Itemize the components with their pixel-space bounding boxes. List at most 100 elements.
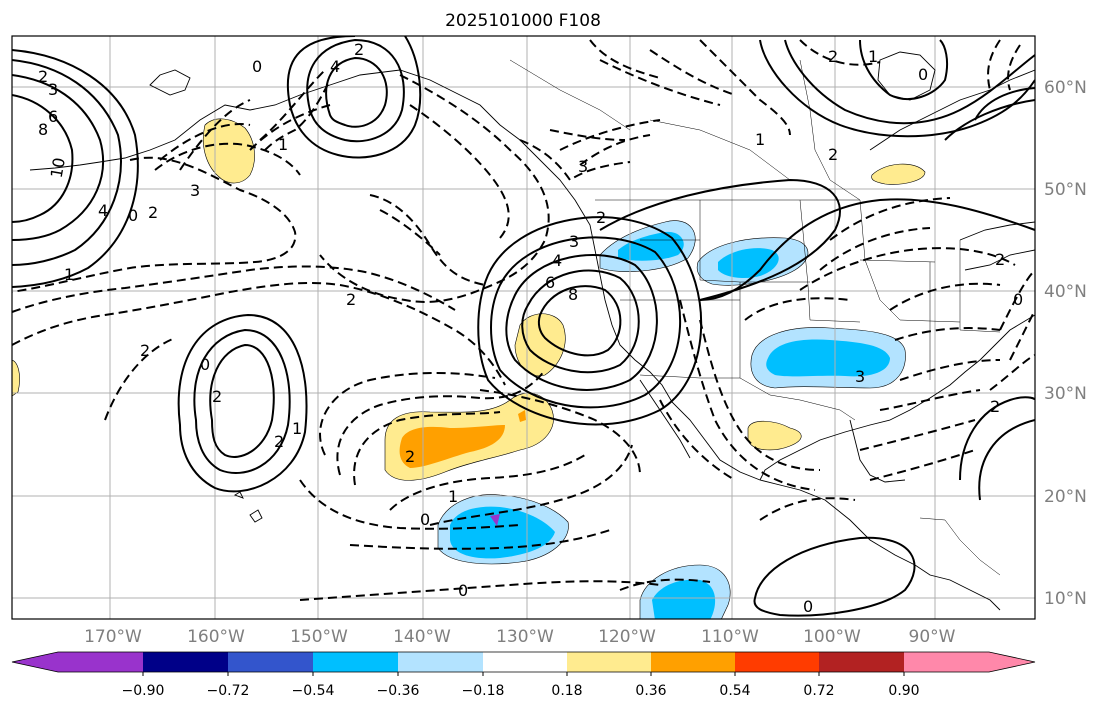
contour-label: 2 xyxy=(346,290,356,309)
contour-label: 2 xyxy=(38,67,48,86)
contour-label: 2 xyxy=(596,208,606,227)
colorbar-tick-label: 0.54 xyxy=(719,683,750,699)
contour-label: 4 xyxy=(98,201,108,220)
colorbar-swatch xyxy=(58,652,143,672)
colorbar: −0.90 −0.72 −0.54 −0.36 −0.18 0.18 0.36 … xyxy=(11,651,1036,699)
lon-label-110w: 110°W xyxy=(701,627,759,647)
colorbar-tick-label: −0.36 xyxy=(377,683,420,699)
lon-label-100w: 100°W xyxy=(803,627,861,647)
contour-label: 4 xyxy=(552,251,562,270)
blue-region-rockies xyxy=(718,248,779,278)
contour-label: 0 xyxy=(803,597,813,616)
lon-label-120w: 120°W xyxy=(598,627,656,647)
colorbar-tick-label: −0.90 xyxy=(122,683,165,699)
lon-label-130w: 130°W xyxy=(496,627,554,647)
map-panel: 2 3 6 8 10 4 0 2 3 0 2 1 1 2 3 4 6 8 2 3… xyxy=(12,36,1035,619)
contour-label: 1 xyxy=(755,130,765,149)
contour-label: 3 xyxy=(855,367,865,386)
colorbar-tick-label: −0.72 xyxy=(207,683,250,699)
contour-label: 3 xyxy=(190,181,200,200)
contour-label: 1 xyxy=(292,419,302,438)
latitude-labels: 60°N 50°N 40°N 30°N 20°N 10°N xyxy=(1044,78,1087,609)
shaded-regions xyxy=(12,118,926,619)
contour-label: 0 xyxy=(128,206,138,225)
contour-label: 1 xyxy=(64,265,74,284)
contour-label: 2 xyxy=(995,250,1005,269)
lat-label-30n: 30°N xyxy=(1044,384,1087,404)
contour-label: 1 xyxy=(278,135,288,154)
contour-label: 3 xyxy=(578,157,588,176)
contour-label: 0 xyxy=(918,65,928,84)
contour-label: 2 xyxy=(990,397,1000,416)
colorbar-swatch xyxy=(819,652,904,672)
purple-dot xyxy=(490,514,500,526)
colorbar-tick-label: 0.18 xyxy=(551,683,582,699)
blue-region-pnw xyxy=(618,231,684,261)
contour-label: 2 xyxy=(148,203,158,222)
lon-label-160w: 160°W xyxy=(187,627,245,647)
contour-label: 2 xyxy=(405,447,415,466)
graticule xyxy=(12,36,1035,619)
contour-label: 2 xyxy=(828,145,838,164)
contour-label: 2 xyxy=(828,47,838,66)
contour-label: 2 xyxy=(274,432,284,451)
longitude-labels: 170°W 160°W 150°W 140°W 130°W 120°W 110°… xyxy=(84,627,956,647)
colorbar-tick-label: 0.90 xyxy=(888,683,919,699)
contour-label: 3 xyxy=(48,80,58,99)
colorbar-swatch xyxy=(313,652,398,672)
yellow-region-aleutian xyxy=(202,118,255,184)
lat-label-10n: 10°N xyxy=(1044,589,1087,609)
blue-region-texas xyxy=(766,339,890,377)
lon-label-90w: 90°W xyxy=(909,627,956,647)
colorbar-swatch xyxy=(228,652,313,672)
colorbar-swatch xyxy=(143,652,228,672)
contour-label: 2 xyxy=(354,40,364,59)
contour-label: 3 xyxy=(569,232,579,251)
blue-region-pacific xyxy=(450,506,555,559)
contour-label: 1 xyxy=(868,47,878,66)
lon-label-140w: 140°W xyxy=(393,627,451,647)
colorbar-extend-high xyxy=(989,652,1035,672)
solid-contours xyxy=(12,36,1035,617)
contour-label: 0 xyxy=(252,57,262,76)
contour-label: 0 xyxy=(1013,290,1023,309)
contour-label: 0 xyxy=(458,581,468,600)
yellow-region-edge xyxy=(12,359,20,397)
orange-region-subtropic xyxy=(399,425,505,468)
lat-label-40n: 40°N xyxy=(1044,282,1087,302)
colorbar-tick-label: −0.54 xyxy=(292,683,335,699)
colorbar-swatch xyxy=(735,652,819,672)
map-frame xyxy=(11,35,1036,620)
political-borders xyxy=(509,59,1001,576)
colorbar-swatch xyxy=(904,652,989,672)
contour-label: 6 xyxy=(48,107,58,126)
contour-label: 0 xyxy=(200,355,210,374)
contour-label: 1 xyxy=(448,487,458,506)
lon-label-150w: 150°W xyxy=(290,627,348,647)
lat-label-20n: 20°N xyxy=(1044,487,1087,507)
colorbar-tick-label: 0.36 xyxy=(635,683,666,699)
contour-label: 2 xyxy=(212,387,222,406)
lat-label-60n: 60°N xyxy=(1044,78,1087,98)
lat-label-50n: 50°N xyxy=(1044,180,1087,200)
colorbar-ticks xyxy=(142,672,905,676)
contour-label: 8 xyxy=(38,120,48,139)
colorbar-swatch xyxy=(651,652,735,672)
colorbar-swatch xyxy=(398,652,483,672)
colorbar-swatch xyxy=(483,652,567,672)
yellow-region-baja xyxy=(747,420,802,451)
map-title: 2025101000 F108 xyxy=(445,11,601,31)
lon-label-170w: 170°W xyxy=(84,627,142,647)
contour-label: 10 xyxy=(47,156,69,179)
contour-label: 0 xyxy=(420,510,430,529)
contour-label: 4 xyxy=(330,57,340,76)
contour-label: 8 xyxy=(568,285,578,304)
colorbar-outline xyxy=(11,651,1036,673)
yellow-region-canada xyxy=(871,163,926,185)
contour-labels: 2 3 6 8 10 4 0 2 3 0 2 1 1 2 3 4 6 8 2 3… xyxy=(38,40,1023,616)
colorbar-swatch xyxy=(567,652,651,672)
dashed-contours xyxy=(12,39,1035,601)
contour-label: 6 xyxy=(545,273,555,292)
contour-label: 2 xyxy=(140,341,150,360)
orange-dot xyxy=(518,410,526,422)
